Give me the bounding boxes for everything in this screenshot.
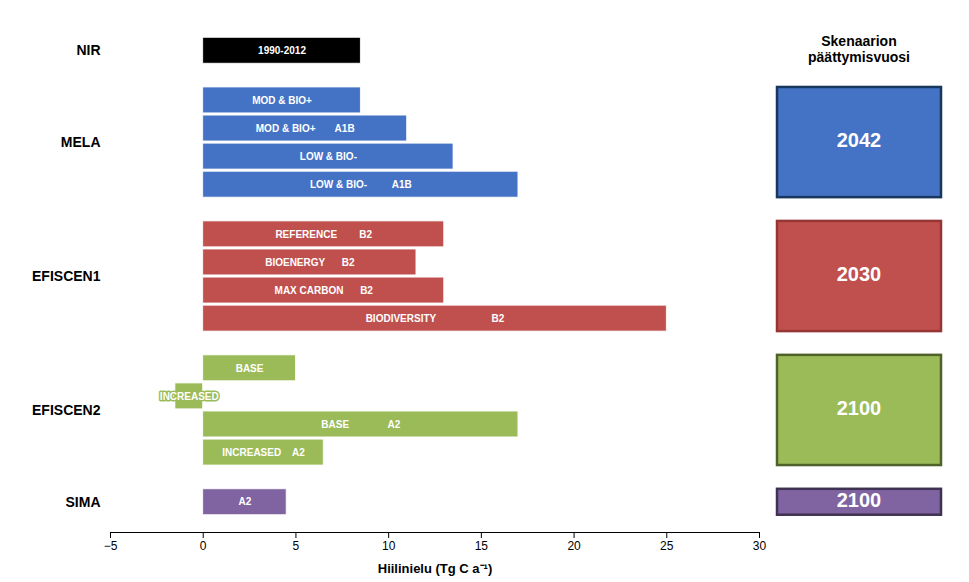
svg-text:2100: 2100 [837,489,882,511]
svg-text:REFERENCE B2: REFERENCE B2 [275,229,372,240]
svg-text:EFISCEN2: EFISCEN2 [32,402,101,418]
svg-text:25: 25 [660,539,674,553]
svg-text:Hiilinielu (Tg C a⁻¹): Hiilinielu (Tg C a⁻¹) [378,561,493,576]
svg-text:MAX CARBON B2: MAX CARBON B2 [275,285,374,296]
svg-text:Skenaarionpäättymisvuosi: Skenaarionpäättymisvuosi [808,33,910,65]
svg-text:A2: A2 [239,496,252,507]
svg-text:MOD & BIO+ A1B: MOD & BIO+ A1B [256,123,355,134]
svg-text:1990-2012: 1990-2012 [258,45,306,56]
svg-text:20: 20 [567,539,581,553]
svg-text:5: 5 [293,539,300,553]
svg-text:BIOENERGY B2: BIOENERGY B2 [265,257,355,268]
svg-text:EFISCEN1: EFISCEN1 [32,268,101,284]
svg-text:10: 10 [382,539,396,553]
svg-text:INCREASED A2: INCREASED A2 [222,447,305,458]
svg-text:30: 30 [753,539,767,553]
svg-text:15: 15 [475,539,489,553]
svg-text:LOW & BIO- A1B: LOW & BIO- A1B [310,179,412,190]
svg-text:2030: 2030 [837,263,882,285]
svg-text:SIMA: SIMA [66,494,101,510]
svg-text:MOD & BIO+: MOD & BIO+ [252,95,312,106]
svg-text:2042: 2042 [837,129,882,151]
svg-text:MELA: MELA [61,134,101,150]
svg-text:−5: −5 [104,539,118,553]
svg-text:2100: 2100 [837,397,882,419]
svg-text:BASE A2: BASE A2 [321,419,401,430]
svg-text:INCREASED: INCREASED [160,391,219,402]
svg-text:0: 0 [200,539,207,553]
svg-text:NIR: NIR [76,42,100,58]
svg-text:LOW & BIO-: LOW & BIO- [300,151,357,162]
svg-text:BASE: BASE [236,363,264,374]
svg-text:BIODIVERSITY: BIODIVERSITY B2 [366,313,505,324]
